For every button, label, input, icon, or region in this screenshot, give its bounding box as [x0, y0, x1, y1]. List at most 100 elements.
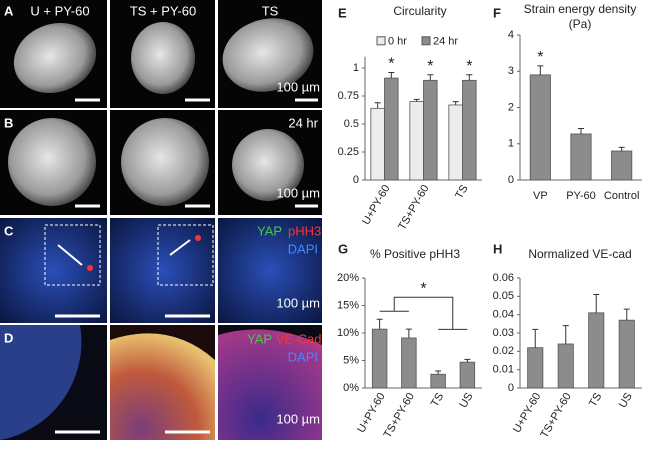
error-bar	[405, 328, 412, 338]
x-tick-label: VP	[533, 190, 548, 202]
bar	[618, 319, 635, 389]
chart-title: Normalized VE-cad	[528, 247, 632, 261]
x-tick-label: TS	[587, 391, 604, 409]
x-tick-label: TS	[453, 183, 470, 201]
x-tick-label: US	[457, 391, 475, 410]
annotation: *	[537, 49, 543, 66]
error-bar	[593, 294, 600, 313]
x-tick-label: U+PY-60	[511, 391, 543, 435]
annotation: *	[388, 56, 394, 73]
stain-label: YAP	[257, 223, 282, 238]
legend-swatch	[376, 36, 386, 46]
x-tick-label: U+PY-60	[360, 183, 392, 227]
x-tick-label: U+PY-60	[355, 391, 387, 435]
y-tick-label: 0.04	[493, 309, 514, 321]
x-tick-label: TS+PY-60	[396, 183, 431, 232]
y-tick-label: 0.03	[493, 327, 514, 339]
legend-label: 0 hr	[388, 36, 407, 48]
error-bar	[452, 101, 459, 105]
y-tick-label: 3	[508, 65, 514, 77]
error-bar	[537, 65, 544, 75]
bar	[384, 77, 399, 181]
error-bar	[464, 358, 471, 363]
stain-label: YAP	[247, 331, 272, 346]
x-tick-label: TS	[429, 391, 446, 409]
bar	[557, 343, 574, 389]
y-tick-label: 4	[508, 29, 514, 41]
bar	[570, 133, 592, 181]
legend-label: 24 hr	[433, 36, 458, 48]
bar	[423, 79, 438, 181]
panel-letter: H	[493, 241, 502, 256]
annotation: *	[466, 58, 472, 75]
panel-letter: D	[4, 330, 13, 345]
chart-title: % Positive pHH3	[369, 247, 461, 261]
x-tick-label: TS+PY-60	[538, 391, 573, 440]
column-label: TS + PY-60	[130, 3, 196, 18]
y-tick-label: 0.05	[493, 290, 514, 302]
stain-label: DAPI	[288, 349, 318, 364]
y-tick-label: 0.06	[493, 272, 514, 284]
x-tick-label: US	[617, 391, 635, 410]
y-tick-label: 0.75	[338, 90, 359, 102]
scale-label: 100 µm	[276, 79, 320, 94]
error-bar	[374, 102, 381, 109]
y-tick-label: 10%	[337, 327, 359, 339]
y-tick-label: 20%	[337, 272, 359, 284]
y-tick-label: 15%	[337, 299, 359, 311]
bar	[401, 337, 417, 389]
error-bar	[618, 146, 625, 151]
annotation: *	[420, 280, 426, 297]
bar	[588, 312, 605, 389]
panel-letter: G	[338, 241, 348, 256]
significance-bracket	[379, 296, 468, 330]
micrographs	[0, 0, 322, 440]
scale-label: 100 µm	[276, 295, 320, 310]
y-tick-label: 0.5	[344, 118, 359, 130]
scale-label: 100 µm	[276, 185, 320, 200]
chart-title: Strain energy density (Pa)	[523, 2, 637, 31]
error-bar	[562, 325, 569, 344]
y-tick-label: 0	[353, 174, 359, 186]
bar	[529, 74, 551, 181]
panel-letter: A	[4, 3, 14, 18]
error-bar	[413, 98, 420, 102]
scale-label: 100 µm	[276, 411, 320, 426]
column-label: TS	[262, 3, 279, 18]
bar	[459, 361, 476, 389]
bar	[462, 79, 477, 181]
error-bar	[427, 74, 434, 81]
panel-letter: C	[4, 223, 14, 238]
column-label: U + PY-60	[30, 3, 89, 18]
bar	[611, 150, 633, 181]
y-tick-label: 2	[508, 101, 514, 113]
panel-letter: E	[338, 5, 347, 20]
error-bar	[388, 71, 395, 79]
x-tick-label: Control	[604, 190, 639, 202]
panel-letter: B	[4, 115, 13, 130]
error-bar	[435, 370, 442, 375]
bar	[448, 104, 463, 181]
bar	[371, 328, 388, 389]
bar	[430, 373, 446, 389]
chart-title: Circularity	[393, 4, 447, 18]
error-bar	[466, 74, 473, 81]
y-tick-label: 0.01	[493, 364, 514, 376]
bar	[409, 101, 424, 181]
stain-label: DAPI	[288, 241, 318, 256]
y-tick-label: 0.02	[493, 345, 514, 357]
bar	[527, 347, 544, 389]
error-bar	[376, 318, 383, 330]
time-label: 24 hr	[288, 115, 318, 130]
y-tick-label: 0	[508, 174, 514, 186]
legend-swatch	[421, 36, 431, 46]
error-bar	[578, 128, 584, 134]
stain-label: pHH3	[288, 223, 321, 238]
annotation: *	[427, 58, 433, 75]
y-tick-label: 1	[508, 138, 514, 150]
y-tick-label: 1	[353, 62, 359, 74]
stain-label: VE-Cad	[276, 331, 322, 346]
y-tick-label: 0%	[343, 382, 359, 394]
